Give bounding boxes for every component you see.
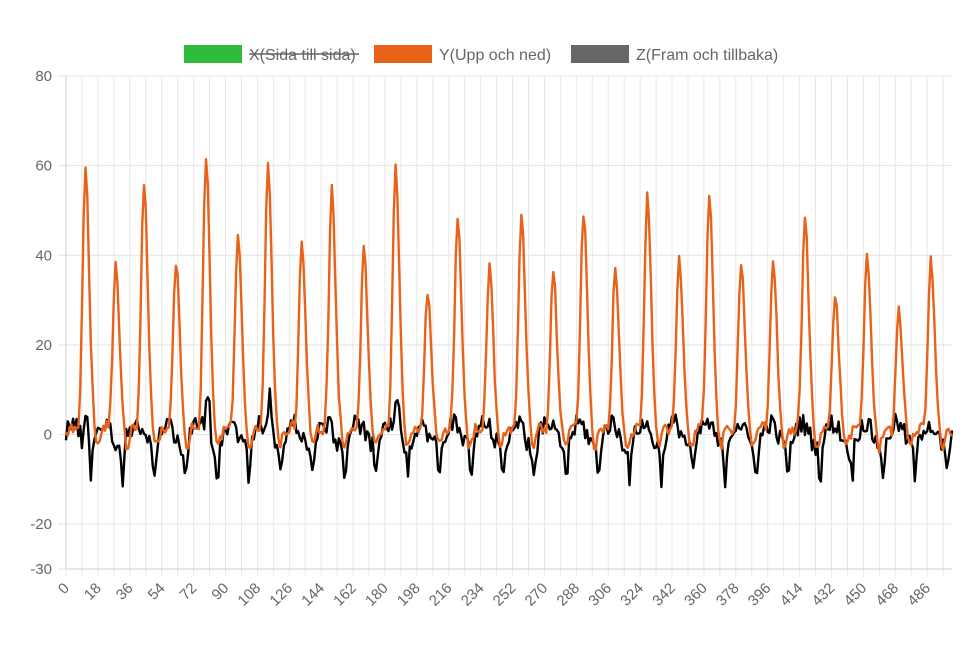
legend-swatch [571, 45, 629, 63]
y-tick-label: -30 [30, 561, 52, 578]
x-tick-label: 378 [713, 580, 743, 610]
x-tick-label: 324 [617, 580, 647, 610]
x-tick-label: 414 [777, 580, 807, 610]
legend-label: Z(Fram och tillbaka) [636, 47, 778, 64]
x-tick-label: 342 [649, 580, 679, 610]
x-tick-label: 126 [266, 580, 296, 610]
y-tick-label: 20 [35, 337, 52, 354]
x-tick-label: 252 [490, 580, 520, 610]
x-tick-label: 234 [458, 580, 488, 610]
legend-label: Y(Upp och ned) [439, 47, 551, 64]
y-tick-label: 80 [35, 68, 52, 85]
legend-swatch [374, 45, 432, 63]
x-tick-label: 0 [55, 580, 73, 598]
y-tick-label: 0 [44, 427, 52, 444]
x-tick-label: 198 [394, 580, 424, 610]
x-tick-label: 18 [81, 580, 105, 604]
x-tick-label: 216 [426, 580, 456, 610]
x-tick-label: 90 [208, 580, 232, 604]
series-line-z [64, 387, 954, 489]
x-tick-label: 144 [298, 580, 328, 610]
y-tick-label: 40 [35, 247, 52, 264]
legend-swatch [184, 45, 242, 63]
x-tick-label: 162 [330, 580, 360, 610]
x-tick-label: 270 [522, 580, 552, 610]
x-tick-label: 72 [177, 580, 201, 604]
legend-item-x[interactable]: X(Sida till sida) [184, 45, 359, 64]
x-tick-label: 396 [745, 580, 775, 610]
x-tick-label: 432 [809, 580, 839, 610]
x-tick-label: 180 [362, 580, 392, 610]
x-tick-label: 108 [234, 580, 264, 610]
y-tick-label: 60 [35, 158, 52, 175]
legend[interactable]: X(Sida till sida) Y(Upp och ned) Z(Fram oc… [184, 45, 778, 64]
x-tick-label: 360 [681, 580, 711, 610]
x-tick-label: 450 [841, 580, 871, 610]
x-tick-label: 486 [904, 580, 934, 610]
x-tick-label: 468 [872, 580, 902, 610]
y-tick-label: -20 [30, 516, 52, 533]
x-tick-label: 288 [553, 580, 583, 610]
x-tick-label: 54 [145, 580, 169, 604]
legend-item-y[interactable]: Y(Upp och ned) [374, 45, 551, 64]
grid [58, 75, 952, 577]
x-tick-label: 36 [113, 580, 137, 604]
series-line-y [64, 158, 953, 455]
legend-item-z[interactable]: Z(Fram och tillbaka) [571, 45, 778, 64]
x-tick-label: 306 [585, 580, 615, 610]
series [64, 158, 954, 489]
legend-label: X(Sida till sida) [249, 47, 356, 64]
